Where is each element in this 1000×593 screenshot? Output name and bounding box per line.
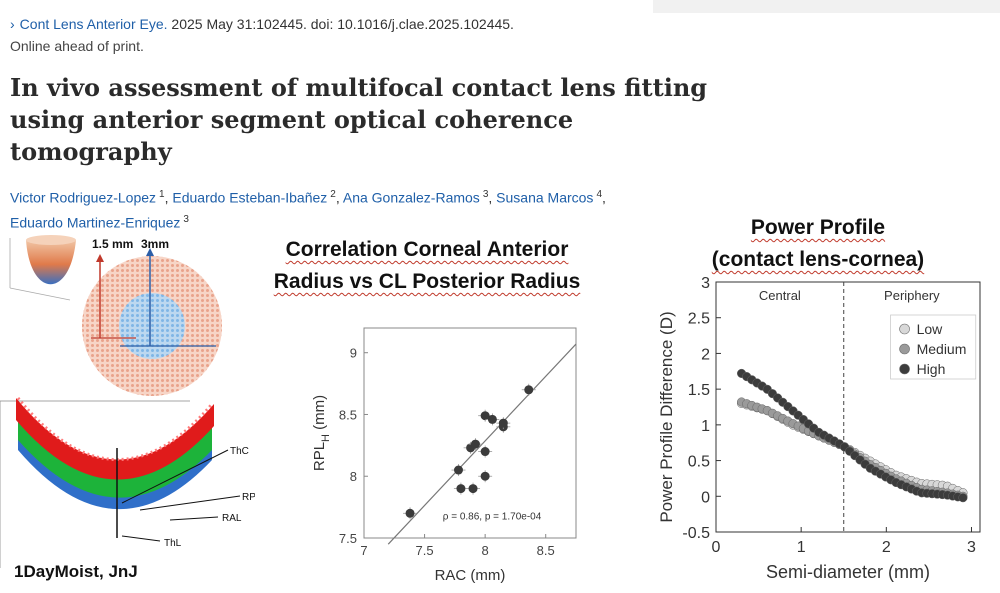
publication-status: Online ahead of print. xyxy=(10,38,144,54)
brand-label: 1DayMoist, JnJ xyxy=(14,562,138,581)
y-axis-label: RPLH (mm) xyxy=(311,395,332,471)
x-axis-label: Semi-diameter (mm) xyxy=(766,562,930,582)
citation-line: › Cont Lens Anterior Eye. 2025 May 31:102… xyxy=(10,16,514,32)
y-tick-label: 1.5 xyxy=(688,382,710,399)
pupil-zone-diagram: 1.5 mm 3mm xyxy=(82,237,222,396)
citation-details: 2025 May 31:102445. doi: 10.1016/j.clae.… xyxy=(167,16,514,32)
x-tick-label: 1 xyxy=(797,539,806,556)
power-title-line: (contact lens-cornea) xyxy=(711,248,925,271)
x-tick-label: 3 xyxy=(967,539,976,556)
data-point xyxy=(524,385,534,395)
legend-marker xyxy=(899,363,910,375)
y-tick-label: 1 xyxy=(701,418,710,435)
correlation-chart: 7 7.5 8 8.57.588.59ρ = 0.86, p = 1.70e-04RA… xyxy=(311,327,577,584)
y-tick-label: 9 xyxy=(350,346,357,361)
correlation-title: Correlation Corneal Anterior Radius vs C… xyxy=(262,234,592,298)
data-point xyxy=(470,439,480,449)
data-point xyxy=(480,447,490,457)
x-tick-label: 8.5 xyxy=(537,543,555,558)
data-point xyxy=(480,411,490,421)
correlation-title-line: Correlation Corneal Anterior xyxy=(285,238,569,261)
legend-label: Low xyxy=(917,321,944,337)
y-axis-label-main: RPL xyxy=(311,442,328,471)
data-point xyxy=(480,471,490,481)
article-title-line: tomography xyxy=(10,137,172,166)
layer-label-rpl: RPL xyxy=(242,492,255,503)
x-axis-label: RAC (mm) xyxy=(435,567,506,584)
chevron-right-icon[interactable]: › xyxy=(10,16,15,32)
legend-label: Medium xyxy=(917,341,967,357)
article-title: In vivo assessment of multifocal contact… xyxy=(10,72,708,168)
y-tick-label: -0.5 xyxy=(682,525,710,542)
y-axis-label-sub: H xyxy=(320,434,332,442)
affiliation-marker[interactable]: 4 xyxy=(596,189,602,200)
author-link[interactable]: Eduardo Esteban-Ibañez xyxy=(172,189,328,206)
y-tick-label: 8 xyxy=(350,469,357,484)
affiliation-marker[interactable]: 3 xyxy=(183,213,189,225)
power-title-line: Power Profile xyxy=(750,216,886,239)
data-point xyxy=(405,508,415,518)
y-tick-label: 2 xyxy=(701,346,710,363)
region-label-central: Central xyxy=(759,288,801,303)
y-tick-label: 8.5 xyxy=(339,407,357,422)
x-tick-label: 0 xyxy=(712,539,721,556)
header-strip xyxy=(653,0,1000,13)
surface-3d-plot xyxy=(9,235,76,301)
y-tick-label: 2.5 xyxy=(688,311,710,328)
x-tick-label: 7.5 xyxy=(416,543,434,558)
lens-diagram: 1.5 mm 3mm ThC RPL RAL ThL xyxy=(0,235,255,568)
article-title-line: using anterior segment optical coherence xyxy=(10,105,574,134)
y-tick-label: 0 xyxy=(701,489,710,506)
author-link[interactable]: Eduardo Martinez-Enriquez xyxy=(10,214,181,231)
y-axis-label: Power Profile Difference (D) xyxy=(657,311,676,522)
x-tick-label: 7 xyxy=(360,543,367,558)
plot-frame xyxy=(363,327,577,539)
oct-layers-plot: ThC RPL RAL ThL xyxy=(0,397,255,568)
correlation-title-line: Radius vs CL Posterior Radius xyxy=(273,270,581,293)
y-tick-label: 7.5 xyxy=(339,531,357,546)
layer-label-thc: ThC xyxy=(230,446,249,457)
author-link[interactable]: Ana Gonzalez-Ramos xyxy=(342,189,480,206)
label-3mm: 3mm xyxy=(141,237,169,251)
power-title: Power Profile (contact lens-cornea) xyxy=(688,212,948,276)
author-list: Victor Rodriguez-Lopez 1, Eduardo Esteban… xyxy=(10,189,606,231)
x-tick-label: 2 xyxy=(882,539,891,556)
layer-label-thl: ThL xyxy=(164,538,182,549)
affiliation-marker[interactable]: 3 xyxy=(482,189,489,200)
affiliation-marker[interactable]: 2 xyxy=(330,189,336,200)
x-tick-label: 8 xyxy=(482,543,489,558)
journal-link[interactable]: Cont Lens Anterior Eye. xyxy=(19,16,168,32)
data-point xyxy=(456,484,466,494)
legend-marker xyxy=(899,323,910,335)
data-point xyxy=(498,418,508,428)
label-1-5mm: 1.5 mm xyxy=(92,237,133,251)
stats-annotation: ρ = 0.86, p = 1.70e-04 xyxy=(443,511,542,522)
y-axis-label-unit: (mm) xyxy=(311,395,328,434)
y-tick-label: 0.5 xyxy=(688,454,710,471)
layer-label-ral: RAL xyxy=(222,513,242,524)
data-point xyxy=(487,414,497,424)
author-link[interactable]: Victor Rodriguez-Lopez xyxy=(10,189,157,206)
affiliation-marker[interactable]: 1 xyxy=(159,189,165,200)
series-point-high xyxy=(958,493,968,503)
legend-label: High xyxy=(917,361,946,377)
data-point xyxy=(453,465,463,475)
article-title-line: In vivo assessment of multifocal contact… xyxy=(10,73,708,102)
region-label-periphery: Periphery xyxy=(884,288,940,303)
legend-marker xyxy=(899,343,910,355)
y-tick-label: 3 xyxy=(701,275,710,292)
data-point xyxy=(468,484,478,494)
author-link[interactable]: Susana Marcos xyxy=(496,189,594,206)
